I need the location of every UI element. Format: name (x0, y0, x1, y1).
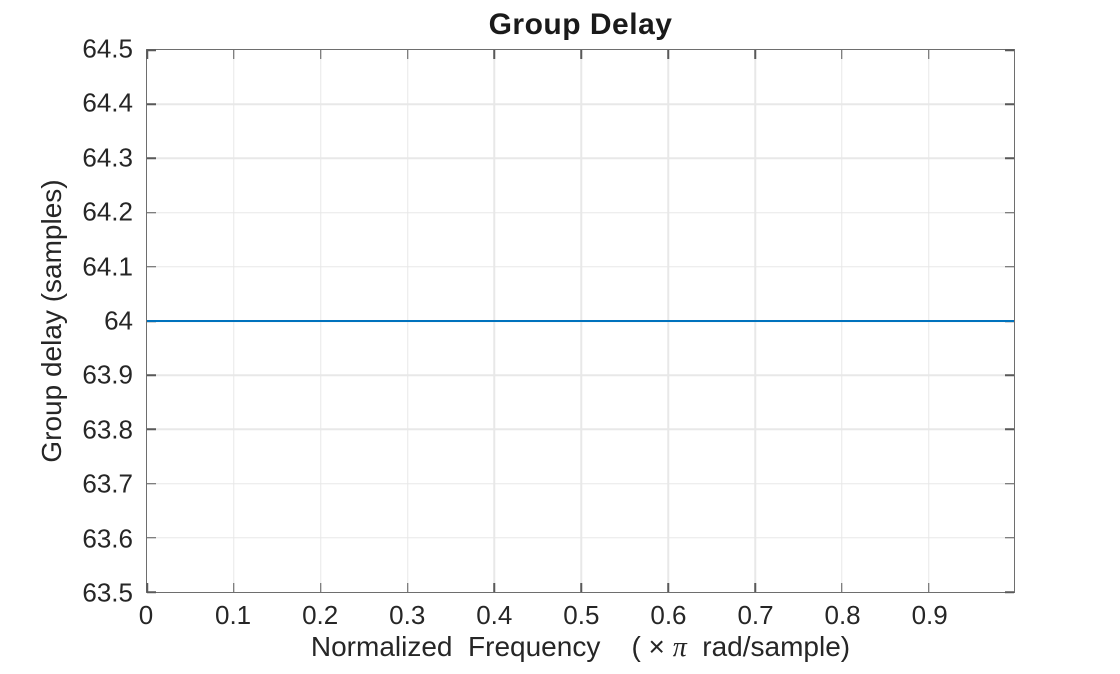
x-tick-mark-top (319, 50, 322, 59)
y-tick-mark-left (147, 591, 156, 593)
y-tick-label: 64.2 (82, 196, 133, 227)
y-tick-labels: 63.5 63.6 63.7 63.8 63.9 64 64.1 64.2 64.3 64.4 64… (0, 34, 133, 608)
x-tick-mark-bottom (928, 583, 930, 592)
y-gridline (147, 103, 1014, 105)
y-tick-label: 64.5 (82, 33, 133, 64)
x-tick-label: 0.3 (389, 600, 426, 630)
x-tick-mark-top (493, 50, 496, 59)
x-tick-mark-top (841, 50, 843, 59)
y-tick-mark-left (147, 266, 156, 268)
y-gridline (147, 211, 1014, 214)
y-tick-mark-right (1005, 49, 1014, 51)
y-tick-mark-right (1005, 157, 1014, 160)
y-tick-mark-right (1005, 211, 1014, 214)
x-tick-label: 0.7 (737, 600, 774, 630)
x-tick-mark-top (146, 50, 148, 59)
y-tick-mark-right (1005, 428, 1014, 431)
x-axis-label-text: Normalized Frequency ( × (310, 631, 673, 662)
x-tick-label: 0 (138, 600, 154, 630)
x-tick-label: 0.9 (911, 600, 948, 630)
y-tick-mark-left (147, 103, 156, 105)
x-tick-mark-bottom (754, 583, 756, 592)
y-tick-mark-left (147, 211, 156, 214)
x-tick-mark-bottom (841, 583, 843, 592)
y-gridline (147, 266, 1014, 268)
x-tick-mark-bottom (406, 583, 409, 592)
x-tick-label: 0.4 (476, 600, 513, 630)
y-gridline (147, 428, 1014, 431)
x-tick-label: 0.5 (563, 600, 600, 630)
x-tick-label: 0.6 (650, 600, 687, 630)
y-tick-mark-left (147, 49, 156, 51)
chart-title: Group Delay (488, 8, 673, 41)
x-tick-mark-top (406, 50, 409, 59)
y-tick-label: 63.7 (82, 468, 133, 499)
x-tick-mark-top (928, 50, 930, 59)
x-tick-labels: 0 0.1 0.2 0.3 0.4 0.5 0.6 0.7 0.8 0.9 (139, 600, 1015, 630)
y-tick-label: 64.3 (82, 142, 133, 173)
y-tick-mark-left (147, 428, 156, 431)
y-tick-mark-left (147, 537, 156, 539)
x-tick-mark-top (580, 50, 583, 59)
y-tick-mark-left (147, 374, 156, 376)
plot-area (146, 49, 1015, 593)
y-tick-label: 63.9 (82, 359, 133, 390)
x-tick-mark-bottom (233, 583, 235, 592)
y-tick-mark-right (1005, 537, 1014, 539)
y-tick-label: 64 (104, 305, 133, 336)
y-tick-mark-right (1005, 103, 1014, 105)
y-tick-label: 64.1 (82, 251, 133, 282)
y-tick-mark-right (1005, 266, 1014, 268)
x-tick-mark-top (754, 50, 756, 59)
x-axis-label-unit: rad/sample) (686, 631, 851, 662)
x-tick-mark-bottom (319, 583, 322, 592)
y-tick-label: 63.8 (82, 414, 133, 445)
y-gridline (147, 374, 1014, 376)
x-tick-mark-bottom (580, 583, 583, 592)
y-axis-label: Group delay (samples) (36, 179, 67, 463)
y-gridline (147, 537, 1014, 539)
x-tick-mark-bottom (493, 583, 496, 592)
y-tick-mark-left (147, 482, 156, 485)
x-tick-label: 0.1 (214, 600, 252, 630)
x-tick-mark-top (667, 50, 669, 59)
y-tick-label: 63.5 (82, 577, 133, 608)
x-tick-mark-top (233, 50, 235, 59)
x-tick-mark-bottom (146, 583, 148, 592)
x-tick-mark-bottom (667, 583, 669, 592)
pi-symbol: π (672, 632, 687, 663)
y-tick-label: 64.4 (82, 87, 133, 118)
y-tick-label: 63.6 (82, 523, 133, 554)
y-gridline (147, 482, 1014, 485)
y-tick-mark-left (147, 157, 156, 160)
x-tick-label: 0.8 (824, 600, 861, 630)
y-gridline (147, 157, 1014, 160)
x-axis-label: Normalized Frequency ( × π rad/sample) (146, 631, 1015, 664)
x-tick-label: 0.2 (302, 600, 339, 630)
series-plot (147, 50, 1014, 592)
y-tick-mark-right (1005, 482, 1014, 485)
y-tick-mark-right (1005, 374, 1014, 376)
y-tick-mark-right (1005, 591, 1014, 593)
